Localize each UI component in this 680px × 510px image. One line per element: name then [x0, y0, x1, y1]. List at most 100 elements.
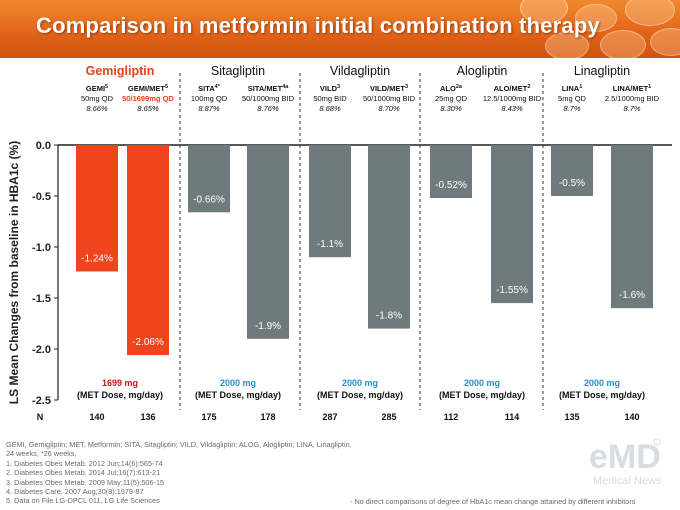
met-dose-note: (MET Dose, mg/day) — [439, 390, 525, 400]
met-dose-note: (MET Dose, mg/day) — [559, 390, 645, 400]
bar-alo — [430, 145, 472, 199]
bar-lina — [551, 145, 593, 196]
logo-caption: Medical News — [593, 475, 662, 487]
met-dose-note: (MET Dose, mg/day) — [77, 390, 163, 400]
title-banner: Comparison in metformin initial combinat… — [0, 0, 680, 58]
arm-name: SITA4* — [198, 84, 221, 93]
arm-baseline: 8.70% — [378, 104, 400, 113]
logo-mark — [653, 438, 661, 446]
y-tick-label: -0.5 — [32, 191, 51, 203]
arm-baseline: 8.76% — [257, 104, 279, 113]
footnote-line: 2. Diabetes Obes Metab. 2014 Jul;16(7):6… — [6, 468, 161, 478]
arm-name: VILD/MET3 — [370, 84, 408, 93]
n-value: 136 — [140, 412, 155, 422]
bar-vild-met — [368, 145, 410, 329]
y-tick-label: 0.0 — [36, 140, 51, 152]
footnote-line: 1. Diabetes Obes Metab. 2012 Jun;14(6):5… — [6, 458, 163, 468]
n-value: 112 — [444, 412, 459, 422]
arm-dose: 100mg QD — [191, 94, 228, 103]
met-dose-value: 2000 mg — [584, 378, 620, 388]
arm-name: VILD3 — [320, 84, 340, 93]
n-value: 140 — [89, 412, 104, 422]
arm-baseline: 8.87% — [198, 104, 220, 113]
arm-dose: 50/1699mg QD — [122, 94, 174, 103]
met-dose-note: (MET Dose, mg/day) — [317, 390, 403, 400]
group-name: Alogliptin — [457, 64, 508, 78]
bar-value-label: -0.52% — [435, 180, 467, 191]
n-value: 114 — [505, 412, 520, 422]
logo-text: eMD — [589, 438, 661, 476]
y-tick-label: -1.0 — [32, 242, 51, 254]
group-name: Linagliptin — [574, 64, 630, 78]
bar-chart: LS Mean Changes from baseline in HBA1c (… — [7, 64, 672, 422]
n-value: 178 — [260, 412, 275, 422]
arm-name: LINA/MET1 — [613, 84, 651, 93]
bar-value-label: -1.1% — [317, 239, 343, 250]
arm-name: LINA1 — [562, 84, 583, 93]
met-dose-value: 1699 mg — [102, 378, 138, 388]
arm-dose: 5mg QD — [558, 94, 587, 103]
y-tick-label: -2.0 — [32, 344, 51, 356]
arm-dose: 50/1000mg BID — [242, 94, 295, 103]
arm-name: SITA/MET4a — [248, 84, 290, 93]
arm-baseline: 8.68% — [319, 104, 341, 113]
arm-name: ALO/MET2 — [494, 84, 531, 93]
n-value: 175 — [201, 412, 216, 422]
met-dose-value: 2000 mg — [464, 378, 500, 388]
bar-sita-met — [247, 145, 289, 339]
footnote-line: 5. Data on File LG-DPCL 011, LG Life Sci… — [6, 496, 160, 506]
pill-decoration — [545, 32, 589, 58]
footnote-line: 3. Diabetes Obes Metab. 2009 May;11(5):5… — [6, 477, 165, 487]
bar-value-label: -1.24% — [81, 253, 113, 264]
arm-baseline: 8.43% — [501, 104, 523, 113]
arm-dose: 25mg QD — [435, 94, 468, 103]
pill-decoration — [575, 4, 617, 32]
met-dose-note: (MET Dose, mg/day) — [195, 390, 281, 400]
page-title: Comparison in metformin initial combinat… — [36, 13, 600, 38]
n-value: 140 — [624, 412, 639, 422]
arm-name: GEMI/MET5 — [128, 84, 168, 93]
n-value: 287 — [322, 412, 337, 422]
arm-dose: 12.5/1000mg BID — [483, 94, 542, 103]
bar-value-label: -2.06% — [132, 337, 164, 348]
disclaimer: - No direct comparisons of degree of HbA… — [350, 497, 636, 506]
emd-logo: eMD Medical News — [589, 438, 662, 487]
n-value: 285 — [381, 412, 396, 422]
arm-name: ALO2a — [440, 84, 463, 93]
y-tick-label: -1.5 — [32, 293, 51, 305]
bar-vild — [309, 145, 351, 258]
arm-baseline: 8.30% — [440, 104, 462, 113]
arm-baseline: 8.7% — [563, 104, 580, 113]
bar-alo-met — [491, 145, 533, 304]
bar-value-label: -0.66% — [193, 194, 225, 205]
arm-name: GEMI5 — [86, 84, 108, 93]
bar-gemi-met — [127, 145, 169, 356]
n-value: 135 — [564, 412, 579, 422]
bar-value-label: -1.55% — [496, 285, 528, 296]
bar-sita — [188, 145, 230, 213]
bar-value-label: -1.8% — [376, 311, 402, 322]
n-label: N — [37, 412, 44, 422]
met-dose-value: 2000 mg — [342, 378, 378, 388]
group-name: Vildagliptin — [330, 64, 390, 78]
arm-dose: 50mg QD — [81, 94, 114, 103]
footnote-line: 4. Diabetes Care. 2007 Aug;30(8):1979-87 — [6, 487, 144, 497]
bar-value-label: -1.9% — [255, 321, 281, 332]
footnote-line: 24 weeks, *26 weeks, — [6, 449, 77, 459]
y-axis-title: LS Mean Changes from baseline in HBA1c (… — [7, 141, 21, 404]
pill-decoration — [600, 30, 646, 58]
y-tick-label: -2.5 — [32, 395, 51, 407]
pill-decoration — [625, 0, 675, 26]
footnotes: GEMI, Gemigliptin; MET, Metformin; SITA,… — [6, 440, 352, 506]
arm-baseline: 8.66% — [86, 104, 108, 113]
arm-dose: 50mg BID — [313, 94, 347, 103]
arm-baseline: 8.65% — [137, 104, 159, 113]
bar-gemi — [76, 145, 118, 272]
bar-value-label: -1.6% — [619, 290, 645, 301]
arm-dose: 2.5/1000mg BID — [605, 94, 660, 103]
arm-baseline: 8.7% — [623, 104, 640, 113]
group-name: Sitagliptin — [211, 64, 265, 78]
arm-dose: 50/1000mg BID — [363, 94, 416, 103]
footnote-line: GEMI, Gemigliptin; MET, Metformin; SITA,… — [6, 440, 352, 449]
pill-decoration — [650, 28, 680, 56]
